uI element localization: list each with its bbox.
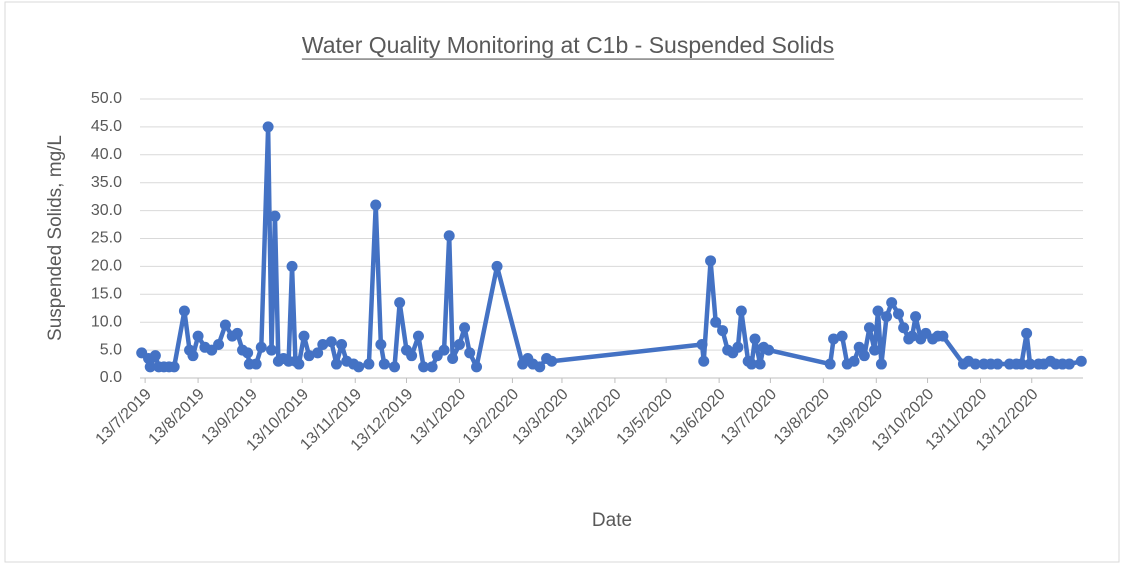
data-point [906,330,918,342]
data-point [698,355,710,367]
data-point [893,308,904,320]
data-point [213,339,225,351]
data-point [231,327,243,339]
data-point [375,339,387,351]
data-point [710,316,722,328]
data-point [746,358,758,370]
y-tick-label: 20.0 [91,258,122,275]
data-point [418,361,430,373]
data-point [459,322,471,334]
data-point [242,347,254,359]
data-point [293,358,305,370]
data-point [353,361,365,373]
data-point [754,358,766,370]
x-axis-label: Date [592,510,632,531]
data-point [828,333,840,345]
data-point [255,341,267,353]
data-point [749,333,761,345]
y-tick-label: 5.0 [100,341,122,358]
data-point [858,350,870,362]
data-point [325,336,337,348]
data-point [735,305,747,317]
data-point [336,339,348,351]
data-point [389,361,401,373]
chart-title: Water Quality Monitoring at C1b - Suspen… [302,32,834,58]
data-point [869,344,881,356]
data-point [853,341,865,353]
data-point [219,319,231,331]
data-point [250,358,262,370]
data-point [330,358,342,370]
data-point [144,361,156,373]
data-point [406,350,418,362]
data-point [312,347,324,359]
data-point [696,339,708,351]
data-point [732,341,744,353]
data-point [438,344,450,356]
y-tick-label: 45.0 [91,118,122,135]
data-point [1016,358,1027,370]
data-point [187,350,199,362]
y-tick-label: 15.0 [91,286,122,303]
data-point [394,297,406,309]
y-tick-label: 40.0 [91,146,122,163]
y-tick-label: 35.0 [91,174,122,191]
data-point [453,339,465,351]
data-point [1063,358,1075,370]
data-point [363,358,375,370]
y-axis-label: Suspended Solids, mg/L [45,135,66,341]
data-point [178,305,190,317]
data-point [471,361,483,373]
data-point [546,355,558,367]
y-tick-label: 0.0 [100,369,122,386]
data-point [1024,358,1036,370]
data-point [705,255,717,267]
data-point [836,330,848,342]
y-tick-label: 30.0 [91,202,122,219]
data-point [317,339,329,351]
data-point [378,358,390,370]
data-point [937,330,949,342]
data-point [149,350,161,362]
data-point [763,344,775,356]
data-point [266,344,278,356]
data-point [898,322,910,334]
data-point [969,358,981,370]
data-point [875,358,887,370]
data-point [412,330,424,342]
data-point [824,358,836,370]
data-point [286,260,298,272]
data-point [464,347,476,359]
y-tick-label: 10.0 [91,313,122,330]
data-point [534,361,546,373]
data-point [303,350,315,362]
data-point [168,361,180,373]
data-point [1075,355,1087,367]
data-point [269,210,281,222]
data-point [491,260,503,272]
data-point [370,199,382,211]
data-point [910,311,922,323]
data-point [443,230,455,242]
data-point [992,358,1004,370]
data-point [863,322,875,334]
data-point [262,121,274,133]
data-point [192,330,204,342]
data-point [1021,327,1033,339]
data-point [881,311,893,323]
data-point [447,352,459,364]
data-point [886,297,898,309]
y-tick-label: 25.0 [91,230,122,247]
data-point [848,355,860,367]
y-tick-label: 50.0 [91,90,122,107]
data-point [717,325,729,337]
data-point [426,361,438,373]
data-point [298,330,310,342]
data-point [872,305,884,317]
chart-frame [4,1,1120,563]
